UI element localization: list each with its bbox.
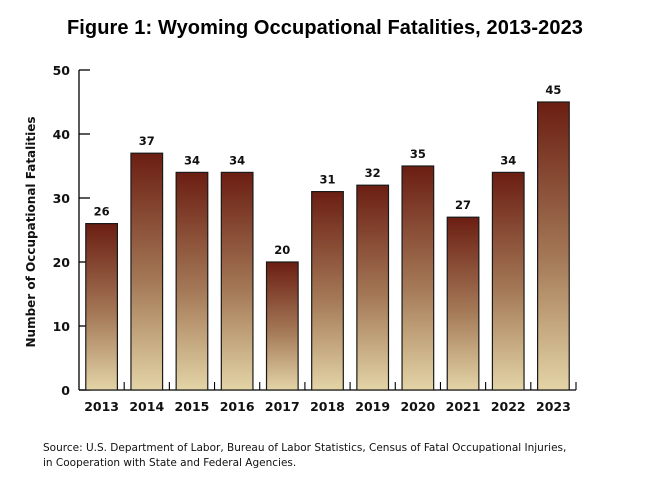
x-tick-label-2014: 2014	[129, 399, 164, 414]
data-label-2014: 37	[139, 134, 155, 148]
labels: 26 2013 37 2014 34 2015 34 2016 20 2017 31 2018 32 20…	[84, 83, 571, 414]
data-label-2020: 35	[410, 147, 426, 161]
bar-2018	[311, 191, 344, 391]
data-label-2016: 34	[229, 153, 245, 167]
bar-2023	[536, 101, 570, 391]
x-tick-label-2018: 2018	[310, 399, 345, 414]
bar-2019	[356, 184, 390, 391]
y-tick-label: 20	[53, 255, 71, 270]
y-tick-label: 10	[53, 319, 71, 334]
data-label-2022: 34	[500, 153, 516, 167]
x-tick-label-2022: 2022	[491, 399, 526, 414]
data-label-2021: 27	[455, 198, 471, 212]
bar-2017	[265, 261, 299, 391]
x-tick-label-2021: 2021	[446, 399, 481, 414]
y-tick-label: 40	[53, 127, 71, 142]
y-tick-label: 50	[53, 63, 71, 78]
data-label-2013: 26	[94, 205, 110, 219]
y-tick-label: 30	[53, 191, 71, 206]
source-line-1: Source: U.S. Department of Labor, Bureau…	[43, 442, 567, 454]
chart-title: Figure 1: Wyoming Occupational Fatalitie…	[66, 17, 584, 39]
x-tick-label-2020: 2020	[400, 399, 435, 414]
bar-2016	[220, 171, 254, 391]
bar-2014	[130, 152, 164, 391]
x-tick-label-2013: 2013	[84, 399, 119, 414]
bar-2015	[175, 171, 209, 391]
source-note: Source: U.S. Department of Labor, Bureau…	[43, 441, 603, 471]
y-tick-label: 0	[61, 383, 70, 398]
bar-2020	[401, 165, 435, 391]
x-tick-label-2015: 2015	[175, 399, 210, 414]
x-tick-label-2017: 2017	[265, 399, 300, 414]
x-tick-label-2019: 2019	[355, 399, 390, 414]
source-line-2: in Cooperation with State and Federal Ag…	[43, 457, 297, 469]
x-tick-label-2016: 2016	[220, 399, 255, 414]
y-axis-label: Number of Occupational Fatalities	[24, 116, 38, 347]
data-label-2019: 32	[365, 166, 381, 180]
bar-2013	[85, 223, 119, 391]
bars	[85, 101, 570, 391]
bar-2021	[446, 216, 480, 391]
x-tick-label-2023: 2023	[536, 399, 571, 414]
data-label-2017: 20	[274, 243, 290, 257]
bar-2022	[491, 171, 525, 391]
data-label-2023: 45	[545, 83, 561, 97]
data-label-2015: 34	[184, 153, 200, 167]
data-label-2018: 31	[319, 173, 335, 187]
